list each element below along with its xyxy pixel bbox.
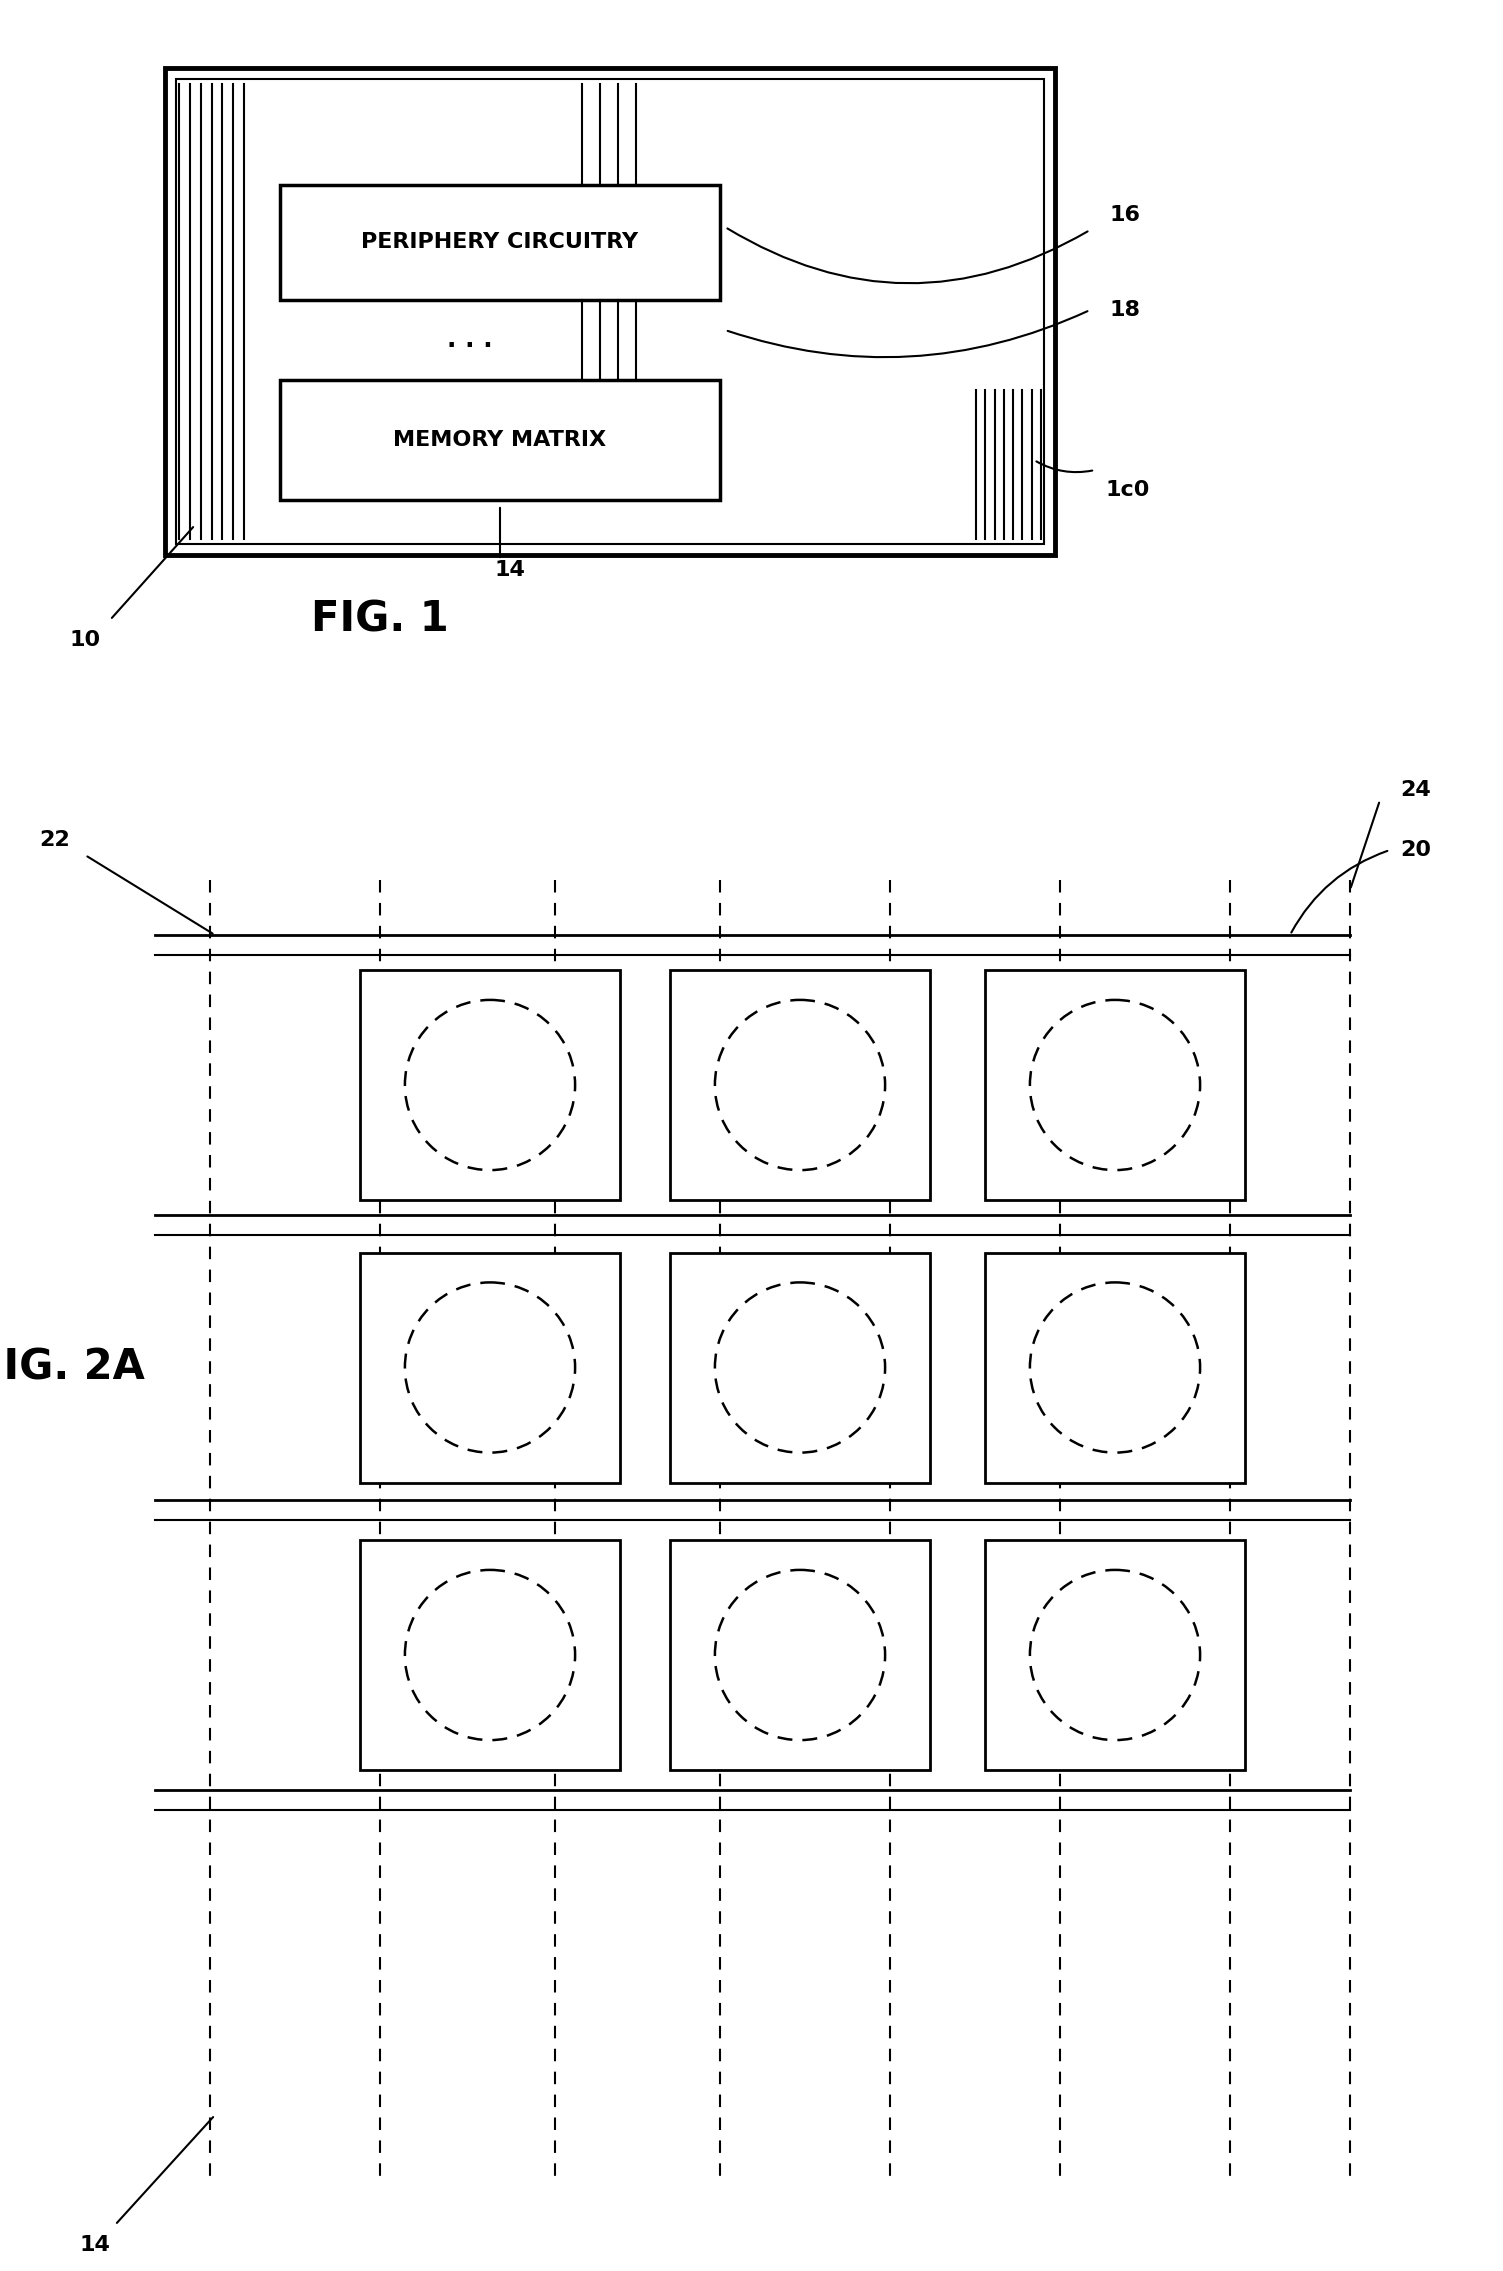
Bar: [361, 1540, 621, 1769]
Circle shape: [404, 1569, 576, 1740]
Circle shape: [1030, 999, 1199, 1170]
Bar: [984, 1540, 1244, 1769]
Text: 16: 16: [1111, 204, 1141, 225]
Text: FIG. 2A: FIG. 2A: [0, 1347, 144, 1388]
Circle shape: [1030, 1569, 1199, 1740]
Text: 1c0: 1c0: [1105, 479, 1150, 500]
Circle shape: [404, 1283, 576, 1453]
Circle shape: [715, 999, 885, 1170]
Bar: [670, 1540, 930, 1769]
Bar: [670, 1254, 930, 1483]
Bar: [361, 970, 621, 1199]
Circle shape: [715, 1569, 885, 1740]
Bar: [361, 1254, 621, 1483]
Circle shape: [404, 999, 576, 1170]
Text: 10: 10: [69, 629, 101, 650]
Circle shape: [715, 1283, 885, 1453]
Text: 20: 20: [1399, 840, 1431, 861]
Bar: [165, 68, 1055, 554]
Bar: [176, 79, 1045, 545]
Text: . . .: . . .: [448, 327, 493, 352]
Text: MEMORY MATRIX: MEMORY MATRIX: [394, 429, 607, 450]
Bar: [984, 1254, 1244, 1483]
Text: 24: 24: [1399, 779, 1431, 799]
Text: FIG. 1: FIG. 1: [311, 600, 449, 640]
Bar: [280, 184, 720, 300]
Bar: [984, 970, 1244, 1199]
Text: PERIPHERY CIRCUITRY: PERIPHERY CIRCUITRY: [361, 232, 639, 252]
Text: 14: 14: [494, 561, 526, 579]
Text: 22: 22: [39, 829, 71, 849]
Circle shape: [1030, 1283, 1199, 1453]
Bar: [670, 970, 930, 1199]
Text: 18: 18: [1111, 300, 1141, 320]
Text: 14: 14: [80, 2235, 110, 2255]
Bar: [280, 379, 720, 500]
